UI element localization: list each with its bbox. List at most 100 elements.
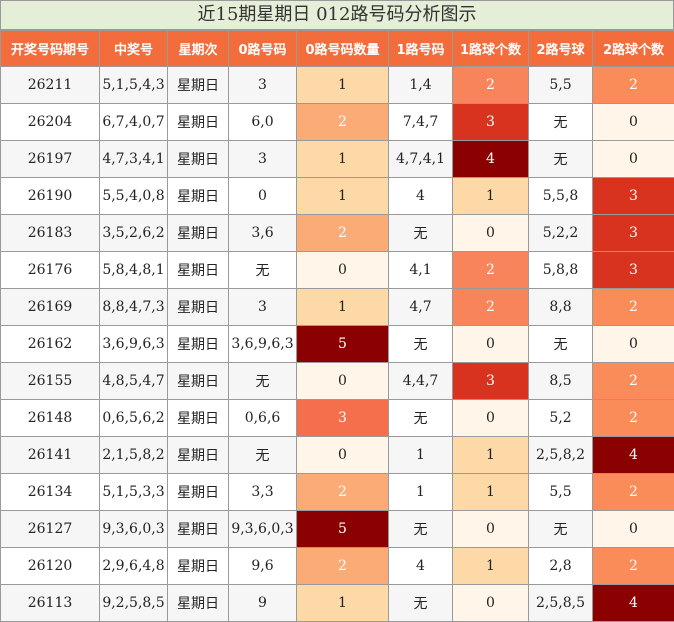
winning-number-cell: 6,7,4,0,7 [100,104,168,141]
issue-cell: 26183 [1,215,100,252]
route0-numbers-cell: 9,6 [229,548,297,585]
weekday-cell: 星期日 [168,178,229,215]
winning-number-cell: 9,2,5,8,5 [100,585,168,622]
winning-number-cell: 5,8,4,8,1 [100,252,168,289]
col-header-weekday: 星期次 [168,31,229,67]
weekday-cell: 星期日 [168,67,229,104]
weekday-cell: 星期日 [168,363,229,400]
analysis-table: 开奖号码期号 中奖号 星期次 0路号码 0路号码数量 1路号码 1路球个数 2路… [0,30,674,622]
issue-cell: 26190 [1,178,100,215]
route0-count-cell: 0 [297,252,389,289]
route0-count-cell: 2 [297,104,389,141]
col-header-issue: 开奖号码期号 [1,31,100,67]
route1-count-cell: 2 [453,67,529,104]
weekday-cell: 星期日 [168,511,229,548]
issue-cell: 26127 [1,511,100,548]
issue-cell: 26197 [1,141,100,178]
route2-count-cell: 2 [593,67,674,104]
winning-number-cell: 2,9,6,4,8 [100,548,168,585]
weekday-cell: 星期日 [168,437,229,474]
winning-number-cell: 2,1,5,8,2 [100,437,168,474]
route2-numbers-cell: 5,5,8 [529,178,593,215]
route0-count-cell: 5 [297,326,389,363]
route1-numbers-cell: 1,4 [389,67,453,104]
weekday-cell: 星期日 [168,141,229,178]
col-header-route0-numbers: 0路号码 [229,31,297,67]
route1-count-cell: 1 [453,548,529,585]
issue-cell: 26113 [1,585,100,622]
route1-numbers-cell: 无 [389,215,453,252]
route2-numbers-cell: 5,5 [529,474,593,511]
route1-count-cell: 3 [453,363,529,400]
route2-count-cell: 3 [593,215,674,252]
route2-numbers-cell: 5,5 [529,67,593,104]
route0-numbers-cell: 3,6 [229,215,297,252]
route1-numbers-cell: 4 [389,548,453,585]
route1-numbers-cell: 4 [389,178,453,215]
route0-numbers-cell: 9 [229,585,297,622]
route2-count-cell: 0 [593,511,674,548]
route1-numbers-cell: 1 [389,474,453,511]
route2-count-cell: 0 [593,326,674,363]
route2-numbers-cell: 无 [529,141,593,178]
col-header-route1-numbers: 1路号码 [389,31,453,67]
winning-number-cell: 3,6,9,6,3 [100,326,168,363]
route1-count-cell: 1 [453,474,529,511]
route1-count-cell: 2 [453,252,529,289]
route2-numbers-cell: 无 [529,326,593,363]
winning-number-cell: 4,7,3,4,1 [100,141,168,178]
route2-numbers-cell: 无 [529,104,593,141]
route2-numbers-cell: 5,8,8 [529,252,593,289]
issue-cell: 26169 [1,289,100,326]
route1-numbers-cell: 无 [389,326,453,363]
route2-numbers-cell: 无 [529,511,593,548]
col-header-route2-count: 2路球个数 [593,31,674,67]
issue-cell: 26211 [1,67,100,104]
route2-count-cell: 3 [593,178,674,215]
route2-count-cell: 2 [593,400,674,437]
route0-count-cell: 2 [297,548,389,585]
col-header-route1-count: 1路球个数 [453,31,529,67]
route1-numbers-cell: 4,7 [389,289,453,326]
route0-count-cell: 1 [297,67,389,104]
issue-cell: 26148 [1,400,100,437]
weekday-cell: 星期日 [168,548,229,585]
winning-number-cell: 9,3,6,0,3 [100,511,168,548]
route0-count-cell: 1 [297,289,389,326]
winning-number-cell: 5,1,5,3,3 [100,474,168,511]
route1-numbers-cell: 4,7,4,1 [389,141,453,178]
winning-number-cell: 4,8,5,4,7 [100,363,168,400]
issue-cell: 26204 [1,104,100,141]
route2-numbers-cell: 5,2,2 [529,215,593,252]
route0-count-cell: 1 [297,178,389,215]
route0-numbers-cell: 9,3,6,0,3 [229,511,297,548]
route2-count-cell: 2 [593,474,674,511]
route2-count-cell: 0 [593,104,674,141]
weekday-cell: 星期日 [168,400,229,437]
weekday-cell: 星期日 [168,585,229,622]
route1-numbers-cell: 无 [389,585,453,622]
header-row: 开奖号码期号 中奖号 星期次 0路号码 0路号码数量 1路号码 1路球个数 2路… [1,31,674,67]
route1-count-cell: 0 [453,215,529,252]
route0-numbers-cell: 无 [229,363,297,400]
route2-count-cell: 4 [593,437,674,474]
route1-count-cell: 1 [453,178,529,215]
route2-numbers-cell: 2,5,8,5 [529,585,593,622]
route0-numbers-cell: 3 [229,141,297,178]
weekday-cell: 星期日 [168,252,229,289]
route2-count-cell: 0 [593,141,674,178]
route1-count-cell: 3 [453,104,529,141]
winning-number-cell: 3,5,2,6,2 [100,215,168,252]
